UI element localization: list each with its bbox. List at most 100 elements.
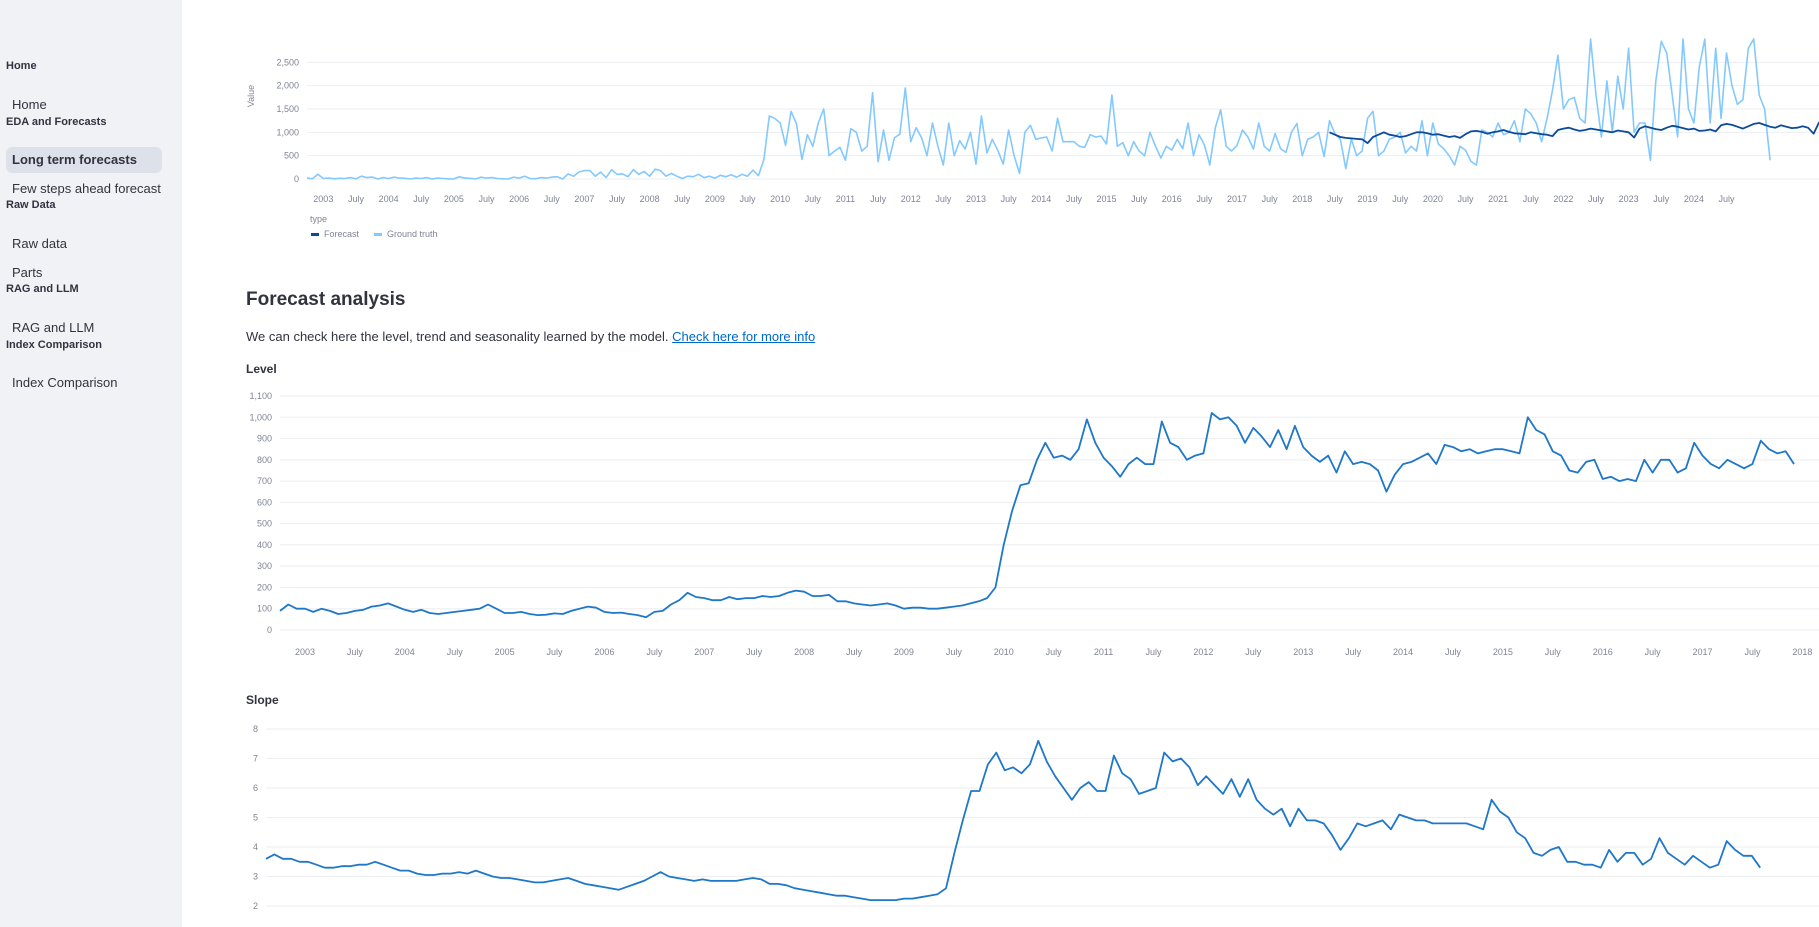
sidebar-section-label: Home xyxy=(6,60,37,72)
x-tick-label: 2010 xyxy=(770,194,790,204)
legend-label-ground-truth: Ground truth xyxy=(387,229,438,239)
x-tick-label: July xyxy=(1653,194,1670,204)
x-tick-label: July xyxy=(1196,194,1213,204)
x-tick-label: July xyxy=(1327,194,1344,204)
y-tick-label: 500 xyxy=(257,519,272,529)
y-tick-label: 8 xyxy=(253,724,258,734)
x-tick-label: July xyxy=(935,194,952,204)
more-info-link[interactable]: Check here for more info xyxy=(672,329,816,344)
x-tick-label: July xyxy=(544,194,561,204)
x-tick-label: July xyxy=(478,194,495,204)
x-tick-label: 2015 xyxy=(1096,194,1116,204)
x-tick-label: 2005 xyxy=(495,647,515,657)
x-tick-label: July xyxy=(347,647,364,657)
y-tick-label: 700 xyxy=(257,476,272,486)
sidebar-section-label: Raw Data xyxy=(6,199,56,211)
x-tick-label: July xyxy=(805,194,822,204)
x-tick-label: 2003 xyxy=(313,194,333,204)
x-tick-label: July xyxy=(646,647,663,657)
x-tick-label: July xyxy=(674,194,691,204)
x-tick-label: July xyxy=(1645,647,1662,657)
y-tick-label: 900 xyxy=(257,434,272,444)
x-tick-label: July xyxy=(1545,647,1562,657)
forecast-chart: 0 500 1,000 1,500 2,000 2,500 2003 July 2004 July… xyxy=(246,38,1819,239)
y-tick-label: 5 xyxy=(253,813,258,823)
sidebar-item-rag-and-llm[interactable]: RAG and LLM xyxy=(12,320,95,335)
x-tick-label: July xyxy=(1145,647,1162,657)
x-tick-label: July xyxy=(1588,194,1605,204)
x-tick-label: July xyxy=(609,194,626,204)
main-content: 0 500 1,000 1,500 2,000 2,500 2003 July 2004 July… xyxy=(182,0,1819,927)
x-tick-label: 2013 xyxy=(966,194,986,204)
x-tick-label: 2012 xyxy=(1193,647,1213,657)
sidebar-item-few-steps-ahead-forecast[interactable]: Few steps ahead forecast xyxy=(12,181,161,196)
sidebar-item-index-comparison[interactable]: Index Comparison xyxy=(12,375,118,390)
x-tick-label: 2003 xyxy=(295,647,315,657)
x-tick-label: 2007 xyxy=(574,194,594,204)
x-tick-label: July xyxy=(1744,647,1761,657)
x-tick-label: 2008 xyxy=(794,647,814,657)
x-tick-label: 2011 xyxy=(1094,647,1113,657)
y-tick-label: 400 xyxy=(257,540,272,550)
x-tick-label: July xyxy=(1719,194,1736,204)
sidebar-item-long-term-forecasts[interactable]: Long term forecasts xyxy=(6,147,162,173)
x-tick-label: July xyxy=(447,647,464,657)
x-tick-label: July xyxy=(1066,194,1083,204)
x-tick-label: 2010 xyxy=(994,647,1014,657)
x-tick-label: July xyxy=(1131,194,1148,204)
sidebar-section-label: RAG and LLM xyxy=(6,283,79,295)
legend-title: type xyxy=(310,214,327,224)
legend-label-forecast: Forecast xyxy=(324,229,360,239)
forecast-analysis-title: Forecast analysis xyxy=(246,289,406,310)
forecast-analysis-text: We can check here the level, trend and s… xyxy=(246,329,815,344)
y-tick-label: 7 xyxy=(253,754,258,764)
x-tick-label: 2005 xyxy=(444,194,464,204)
x-tick-label: 2012 xyxy=(901,194,921,204)
x-tick-label: 2004 xyxy=(395,647,415,657)
x-tick-label: July xyxy=(1245,647,1262,657)
x-tick-label: 2017 xyxy=(1693,647,1713,657)
y-axis-label: Value xyxy=(246,85,256,107)
y-tick-label: 2 xyxy=(253,901,258,911)
x-tick-label: 2024 xyxy=(1684,194,1704,204)
x-tick-label: 2021 xyxy=(1488,194,1508,204)
x-tick-label: 2013 xyxy=(1293,647,1313,657)
x-tick-label: July xyxy=(1262,194,1279,204)
y-tick-label: 100 xyxy=(257,604,272,614)
x-tick-label: 2009 xyxy=(705,194,725,204)
y-tick-label: 600 xyxy=(257,497,272,507)
x-tick-label: 2007 xyxy=(694,647,714,657)
sidebar-item-parts[interactable]: Parts xyxy=(12,265,43,280)
x-tick-label: July xyxy=(740,194,757,204)
x-tick-label: 2022 xyxy=(1553,194,1573,204)
slope-chart-title: Slope xyxy=(246,693,279,707)
x-tick-label: 2014 xyxy=(1031,194,1051,204)
y-tick-label: 1,500 xyxy=(276,104,299,114)
x-tick-label: July xyxy=(846,647,863,657)
x-tick-label: 2020 xyxy=(1423,194,1443,204)
y-tick-label: 3 xyxy=(253,872,258,882)
sidebar-item-home[interactable]: Home xyxy=(12,97,47,112)
x-tick-label: July xyxy=(1001,194,1018,204)
y-tick-label: 2,000 xyxy=(276,81,299,91)
y-tick-label: 800 xyxy=(257,455,272,465)
sidebar-section-label: EDA and Forecasts xyxy=(6,116,107,128)
x-tick-label: 2006 xyxy=(509,194,529,204)
x-tick-label: July xyxy=(870,194,887,204)
x-tick-label: 2014 xyxy=(1393,647,1413,657)
y-tick-label: 6 xyxy=(253,783,258,793)
sidebar: Home Home EDA and Forecasts Long term forec… xyxy=(0,0,182,927)
x-tick-label: July xyxy=(746,647,763,657)
sidebar-item-raw-data[interactable]: Raw data xyxy=(12,236,67,251)
y-tick-label: 500 xyxy=(284,151,299,161)
level-chart: 0 100 200 300 400 500 600 700 800 900 1,000 1,100 20… xyxy=(249,391,1819,657)
x-tick-label: July xyxy=(1345,647,1362,657)
x-tick-label: 2018 xyxy=(1292,194,1312,204)
y-tick-label: 2,500 xyxy=(276,57,299,67)
x-tick-label: 2009 xyxy=(894,647,914,657)
series-line-0 xyxy=(279,412,1795,619)
y-tick-label: 0 xyxy=(267,625,272,635)
x-tick-label: 2006 xyxy=(594,647,614,657)
x-tick-label: July xyxy=(946,647,963,657)
x-tick-label: July xyxy=(1046,647,1063,657)
